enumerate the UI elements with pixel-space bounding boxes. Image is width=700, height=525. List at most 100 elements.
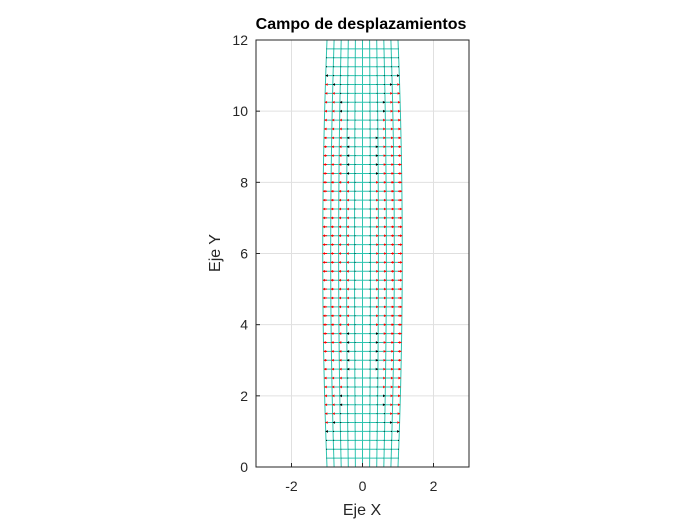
displacement-arrow-head [400,252,403,255]
displacement-arrow-head [338,305,342,309]
displacement-arrow-head [392,260,395,264]
displacement-arrow-head [323,189,326,193]
displacement-arrow-head [375,332,379,335]
displacement-arrow-head [325,412,328,416]
displacement-arrow-head [338,189,342,193]
displacement-arrow-head [400,234,403,238]
displacement-arrow-head [384,287,387,291]
displacement-arrow-head [392,252,395,255]
displacement-arrow-head [330,296,334,300]
displacement-arrow-head [346,154,350,158]
y-tick-label: 0 [240,459,248,475]
displacement-arrow-head [399,189,402,193]
displacement-arrow-head [383,136,386,140]
displacement-arrow-head [383,349,386,353]
displacement-arrow-head [332,100,335,104]
displacement-arrow-head [323,314,326,318]
displacement-arrow-head [323,180,326,184]
displacement-arrow-head [338,314,342,318]
displacement-arrow-head [399,349,402,353]
displacement-arrow-head [397,430,400,433]
x-axis-label: Eje X [343,502,382,519]
displacement-arrow-head [331,332,334,335]
displacement-arrow-head [347,367,350,371]
displacement-arrow-head [383,109,386,113]
displacement-arrow-head [383,118,386,122]
displacement-arrow-head [390,394,393,398]
displacement-arrow-head [331,163,334,166]
x-tick-label: -2 [285,478,298,494]
displacement-arrow-head [346,180,349,184]
displacement-arrow-head [332,118,335,122]
displacement-arrow-head [376,243,379,247]
displacement-arrow-head [397,83,400,86]
displacement-arrow-head [338,225,341,229]
displacement-arrow-head [330,216,333,220]
y-tick-label: 10 [232,103,248,119]
y-tick-label: 4 [240,317,248,333]
displacement-arrow-head [322,234,325,238]
displacement-arrow-head [346,234,349,238]
displacement-arrow-head [323,358,327,362]
displacement-arrow-head [331,376,335,380]
displacement-arrow-head [339,154,342,158]
displacement-arrow-head [397,403,401,407]
displacement-arrow-head [389,83,393,86]
y-tick-label: 2 [240,388,248,404]
displacement-arrow-head [322,216,326,220]
displacement-arrow-head [339,100,343,104]
displacement-arrow-head [330,269,333,273]
displacement-arrow-head [339,367,342,371]
displacement-arrow-head [383,127,386,131]
displacement-arrow-head [383,305,387,309]
displacement-arrow-head [338,234,341,238]
displacement-arrow-head [399,341,402,344]
displacement-arrow-head [383,145,386,149]
displacement-arrow-head [324,376,327,380]
displacement-arrow-head [322,278,326,282]
displacement-arrow-head [375,145,378,149]
displacement-arrow-head [332,403,335,407]
displacement-arrow-head [383,332,386,335]
displacement-arrow-head [383,172,386,175]
displacement-arrow-head [376,234,379,238]
displacement-arrow-head [330,278,333,282]
displacement-arrow-head [331,180,334,184]
displacement-arrow-head [375,172,379,175]
displacement-arrow-head [384,234,387,238]
x-tick-label: 2 [430,478,438,494]
displacement-arrow-head [383,180,387,184]
displacement-arrow-head [390,412,393,416]
displacement-arrow-head [397,412,400,416]
displacement-arrow-head [391,296,395,300]
displacement-arrow-head [383,154,386,158]
displacement-arrow-head [346,314,349,318]
displacement-arrow-head [346,252,349,255]
displacement-arrow-head [398,376,401,380]
displacement-arrow-head [391,163,394,166]
y-tick-label: 8 [240,174,248,190]
displacement-arrow-head [330,198,334,202]
displacement-arrow-head [398,358,402,362]
displacement-arrow-head [376,260,379,264]
displacement-arrow-head [324,109,327,113]
displacement-arrow-head [346,172,350,175]
displacement-arrow-head [323,145,327,149]
displacement-arrow-head [346,216,349,220]
displacement-arrow-head [331,349,334,353]
displacement-arrow-head [324,385,327,389]
displacement-arrow-head [347,145,350,149]
displacement-arrow-head [376,287,379,291]
displacement-arrow-head [339,127,342,131]
displacement-arrow-head [399,314,402,318]
displacement-arrow-head [331,367,334,371]
displacement-arrow-head [332,412,335,416]
displacement-arrow-head [391,180,394,184]
displacement-arrow-head [332,109,335,113]
displacement-arrow-head [339,172,342,175]
displacement-arrow-head [391,349,394,353]
displacement-arrow-head [339,145,342,149]
displacement-arrow-head [323,136,327,140]
displacement-arrow-head [392,287,395,291]
displacement-arrow-head [339,376,342,380]
